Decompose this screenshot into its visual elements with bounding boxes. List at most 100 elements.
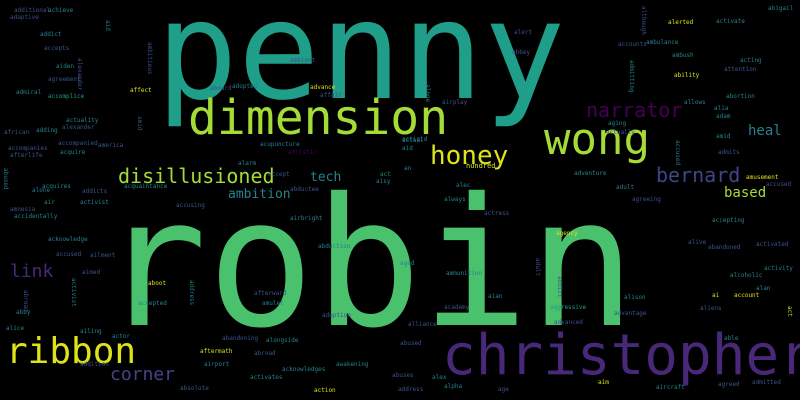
word-age: age <box>498 386 509 393</box>
word-airplay: airplay <box>442 99 468 106</box>
word-corner: corner <box>110 364 176 385</box>
word-adam: adam <box>716 113 731 120</box>
word-accused-2: accused <box>766 181 792 188</box>
word-aggressive: aggressive <box>550 304 587 311</box>
word-addict-v: addict <box>556 276 563 298</box>
word-ammunition: ammunition <box>446 270 483 277</box>
word-adoption: adoption <box>322 312 351 319</box>
word-aircraft: aircraft <box>656 384 685 391</box>
word-alarm: alarm <box>238 160 257 167</box>
word-link: link <box>10 261 54 282</box>
word-abandoned: abandoned <box>708 244 741 251</box>
word-able: able <box>724 335 739 342</box>
word-abroad-v: abroad <box>22 290 29 312</box>
word-ambush: ambush <box>672 52 694 59</box>
word-awakening: awakening <box>336 361 369 368</box>
word-attention: attention <box>724 66 757 73</box>
word-abuses: abuses <box>392 372 414 379</box>
word-airport: airport <box>204 361 230 368</box>
word-alive: alive <box>688 239 707 246</box>
word-account: account <box>734 292 760 299</box>
word-alerted: alerted <box>668 19 694 26</box>
word-adding: adding <box>36 127 58 134</box>
word-amid-v: amid <box>136 116 143 131</box>
word-actually: actually <box>606 129 635 136</box>
word-amulet: amulet <box>262 300 284 307</box>
word-admitted: admitted <box>752 379 781 386</box>
word-alert: alert <box>514 29 533 36</box>
word-ambitious: ambitious <box>146 42 153 75</box>
word-actress: actress <box>484 210 510 217</box>
word-narrator: narrator <box>586 98 683 122</box>
word-adult: adult <box>616 184 635 191</box>
word-address-v: address <box>188 280 195 306</box>
word-agreement: agreement <box>48 76 81 83</box>
word-address: address <box>398 386 424 393</box>
word-amid: amid <box>716 133 731 140</box>
word-actual: actual <box>402 137 424 144</box>
word-acquire: acquire <box>60 149 86 156</box>
word-admiral: admiral <box>16 89 42 96</box>
word-alexander: alexander <box>62 124 95 131</box>
word-adult-v: adult <box>534 258 541 277</box>
word-accused: accused <box>56 251 82 258</box>
word-african: african <box>4 129 30 136</box>
word-disillusioned: disillusioned <box>118 164 275 188</box>
word-ambient: ambient <box>290 57 316 64</box>
word-aboard: aboard <box>210 85 232 92</box>
word-addition: addition <box>80 361 109 368</box>
word-admits: admits <box>718 149 740 156</box>
word-alone: alone <box>32 187 51 194</box>
word-abduction: abduction <box>318 243 351 250</box>
word-activates: activates <box>250 374 283 381</box>
word-ability: ability <box>674 72 700 79</box>
word-afterlife: afterlife <box>10 152 43 159</box>
word-activate: activate <box>716 18 745 25</box>
word-ambition: ambition <box>228 187 291 202</box>
word-acknowledge: acknowledge <box>48 236 88 243</box>
word-bernard: bernard <box>656 163 741 187</box>
word-an: an <box>404 165 412 172</box>
word-act-v: act <box>786 306 793 317</box>
word-adaptive: adaptive <box>10 14 39 21</box>
word-amusement: amusement <box>746 174 779 181</box>
word-tech: tech <box>310 170 342 185</box>
word-hundred: hundred <box>466 162 496 170</box>
word-action: action <box>314 387 336 394</box>
word-wong: wong <box>544 114 650 165</box>
word-air: air <box>44 199 55 206</box>
word-ribbon: ribbon <box>6 331 137 372</box>
word-aian: aian <box>488 293 503 300</box>
word-allows: allows <box>684 99 706 106</box>
word-aboot: aboot <box>148 280 167 287</box>
word-actuality: actuality <box>66 117 99 124</box>
word-amnesia: amnesia <box>10 206 36 213</box>
word-although: although <box>640 6 647 35</box>
word-accidentally: accidentally <box>14 213 58 220</box>
word-aftermath: aftermath <box>200 348 233 355</box>
word-accepts: accepts <box>44 45 70 52</box>
word-alongside: alongside <box>266 337 299 344</box>
word-abby: abby <box>16 309 31 316</box>
word-activity: activity <box>764 265 793 272</box>
word-christopher: christopher <box>442 323 800 388</box>
word-alia: alia <box>714 105 729 112</box>
word-abused: abused <box>400 340 422 347</box>
word-alliance: alliance <box>408 321 437 328</box>
word-alice: alice <box>6 325 25 332</box>
word-affair: affair <box>320 92 342 99</box>
word-agreeing: agreeing <box>632 196 661 203</box>
word-actor: actor <box>112 333 131 340</box>
word-accused-v: accused <box>674 140 681 166</box>
word-absolute: absolute <box>180 385 209 392</box>
word-addicts: addicts <box>82 188 108 195</box>
word-alison: alison <box>624 294 646 301</box>
word-admitting: admitting <box>628 60 635 93</box>
word-acupuncture: acupuncture <box>260 141 300 148</box>
word-aim: aim <box>598 379 609 386</box>
word-ambulance: ambulance <box>646 39 679 46</box>
word-accept: accept <box>268 171 290 178</box>
word-accompanies: accompanies <box>8 145 48 152</box>
word-aged: aged <box>400 260 415 267</box>
word-afterward: afterward <box>254 290 287 297</box>
